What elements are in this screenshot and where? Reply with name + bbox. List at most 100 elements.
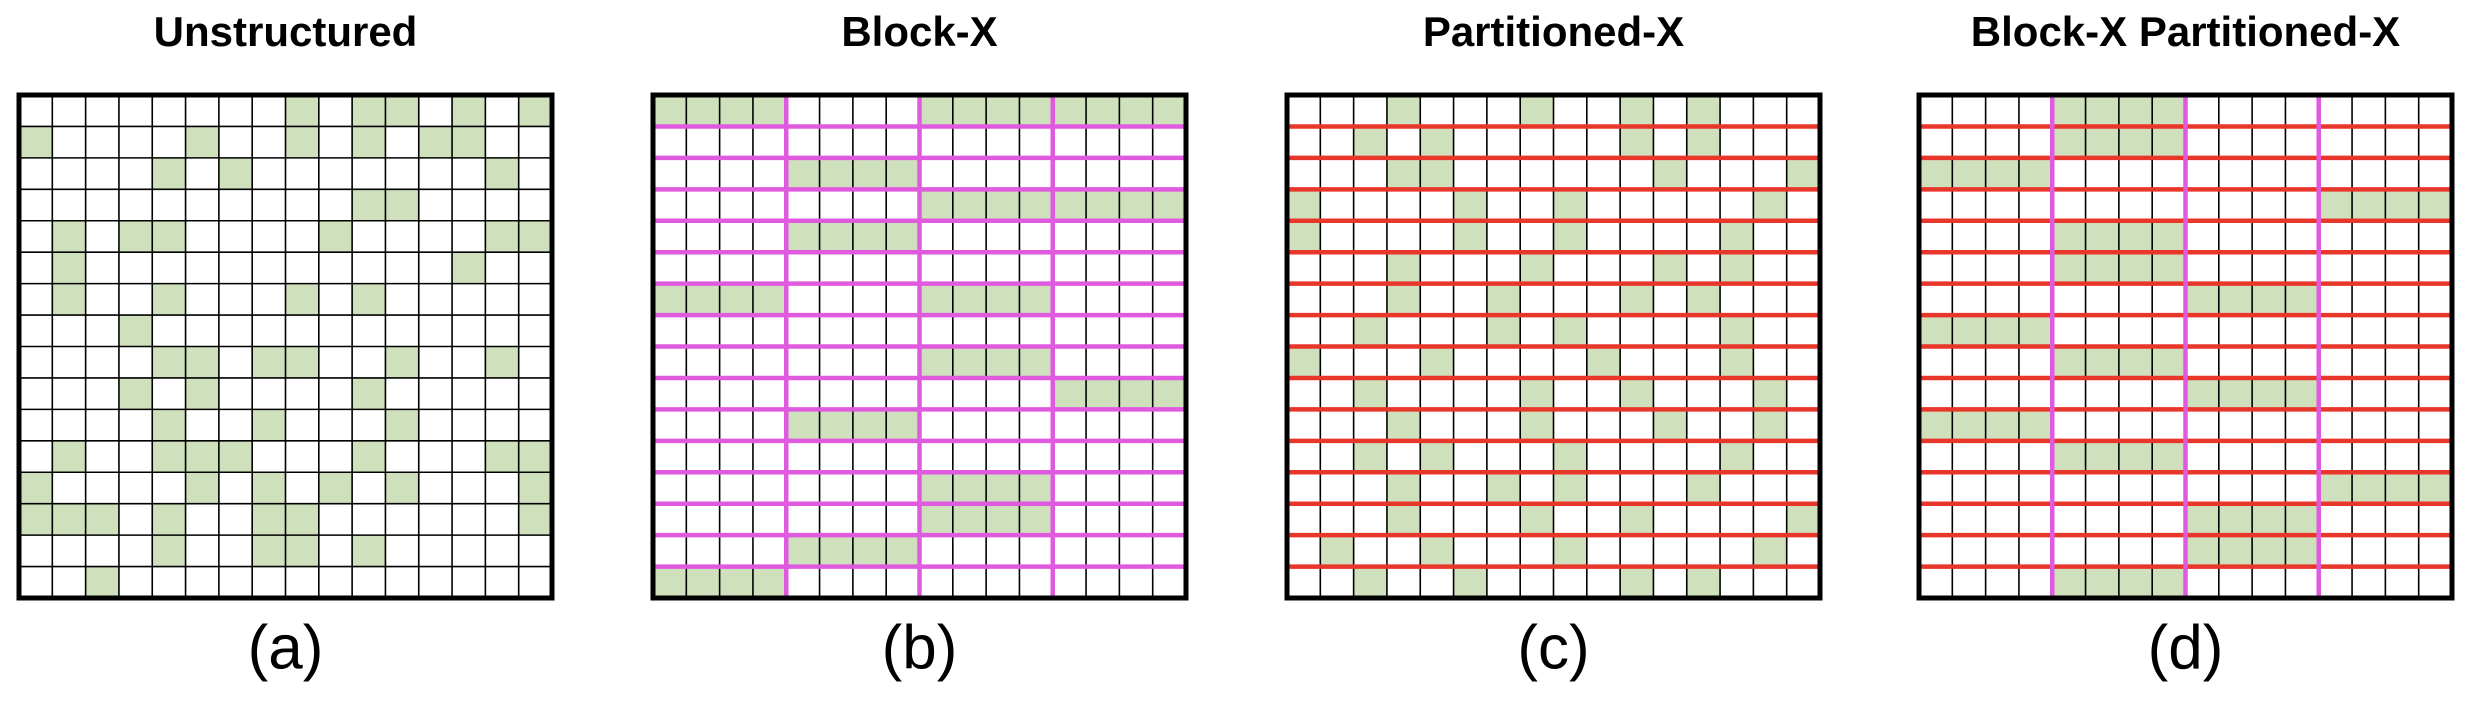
nonzero-cell [1386,252,1421,284]
nonzero-cell [719,95,753,127]
nonzero-cell [986,472,1020,504]
nonzero-cell [1620,95,1654,127]
nonzero-cell [2052,252,2086,284]
nonzero-cell [2152,126,2186,158]
nonzero-cell [1620,503,1654,536]
nonzero-cell [1520,377,1554,410]
nonzero-cell [1019,346,1053,378]
nonzero-cell [653,95,687,127]
nonzero-cell [152,157,186,190]
nonzero-cell [385,189,419,221]
nonzero-cell [1753,377,1787,410]
nonzero-cell [1919,157,1953,190]
nonzero-cell [485,346,519,378]
nonzero-cell [518,503,552,536]
nonzero-cell [1353,566,1387,598]
nonzero-cell [152,535,186,567]
nonzero-cell [1720,252,1754,284]
nonzero-cell [1653,252,1687,284]
nonzero-cell [518,95,552,127]
nonzero-cell [452,95,486,127]
nonzero-cell [1952,315,1986,347]
nonzero-cell [852,220,887,253]
nonzero-cell [2185,377,2219,410]
nonzero-cell [518,472,552,504]
nonzero-cell [2418,189,2452,221]
nonzero-cell [1720,440,1754,473]
panel-caption: (a) [248,613,324,682]
nonzero-cell [1386,157,1421,190]
nonzero-cell [919,472,953,504]
nonzero-cell [2218,283,2253,316]
nonzero-cell [1753,409,1787,441]
nonzero-cell [719,283,753,316]
nonzero-cell [1019,95,1053,127]
nonzero-cell [2018,157,2053,190]
nonzero-cell [19,503,53,536]
nonzero-cell [2118,346,2153,378]
nonzero-cell [819,409,853,441]
panel-title: Unstructured [154,8,418,55]
nonzero-cell [1086,189,1120,221]
panel-title: Block-X Partitioned-X [1971,8,2400,55]
nonzero-cell [1420,157,1454,190]
nonzero-cell [2252,377,2286,410]
nonzero-cell [952,503,987,536]
nonzero-cell [85,503,119,536]
panel-caption: (d) [2148,613,2224,682]
nonzero-cell [653,283,687,316]
nonzero-cell [686,566,720,598]
nonzero-cell [1486,283,1521,316]
nonzero-cell [1386,472,1421,504]
nonzero-cell [986,283,1020,316]
nonzero-cell [2285,503,2319,536]
nonzero-cell [352,535,386,567]
nonzero-cell [1620,126,1654,158]
nonzero-cell [1486,472,1521,504]
nonzero-cell [1686,283,1721,316]
nonzero-cell [952,472,987,504]
nonzero-cell [1553,440,1587,473]
nonzero-cell [152,440,186,473]
nonzero-cell [418,126,453,158]
nonzero-cell [819,157,853,190]
nonzero-cell [2385,189,2419,221]
nonzero-cell [886,535,920,567]
nonzero-cell [986,95,1020,127]
nonzero-cell [2352,472,2386,504]
nonzero-cell [2118,566,2153,598]
nonzero-cell [118,377,153,410]
panel-caption: (b) [882,613,958,682]
nonzero-cell [852,409,887,441]
nonzero-cell [1520,409,1554,441]
nonzero-cell [986,346,1020,378]
nonzero-cell [52,220,86,253]
nonzero-cell [1985,157,2019,190]
nonzero-cell [952,189,987,221]
nonzero-cell [2152,95,2186,127]
nonzero-cell [2052,220,2086,253]
panel: Block-X (b) [650,8,1189,682]
nonzero-cell [1353,440,1387,473]
nonzero-cell [1453,566,1487,598]
nonzero-cell [185,346,219,378]
nonzero-cell [986,189,1020,221]
nonzero-cell [2418,472,2452,504]
nonzero-cell [1553,189,1587,221]
nonzero-cell [2085,220,2119,253]
nonzero-cell [2118,220,2153,253]
nonzero-cell [318,220,353,253]
nonzero-cell [1520,503,1554,536]
nonzero-cell [1386,409,1421,441]
nonzero-cell [2352,189,2386,221]
nonzero-cell [986,503,1020,536]
nonzero-cell [886,157,920,190]
panel-title: Partitioned-X [1423,8,1684,55]
nonzero-cell [1086,377,1120,410]
nonzero-cell [452,126,486,158]
nonzero-cell [952,346,987,378]
nonzero-cell [1420,346,1454,378]
grid-border [1916,92,2455,601]
nonzero-cell [786,535,820,567]
